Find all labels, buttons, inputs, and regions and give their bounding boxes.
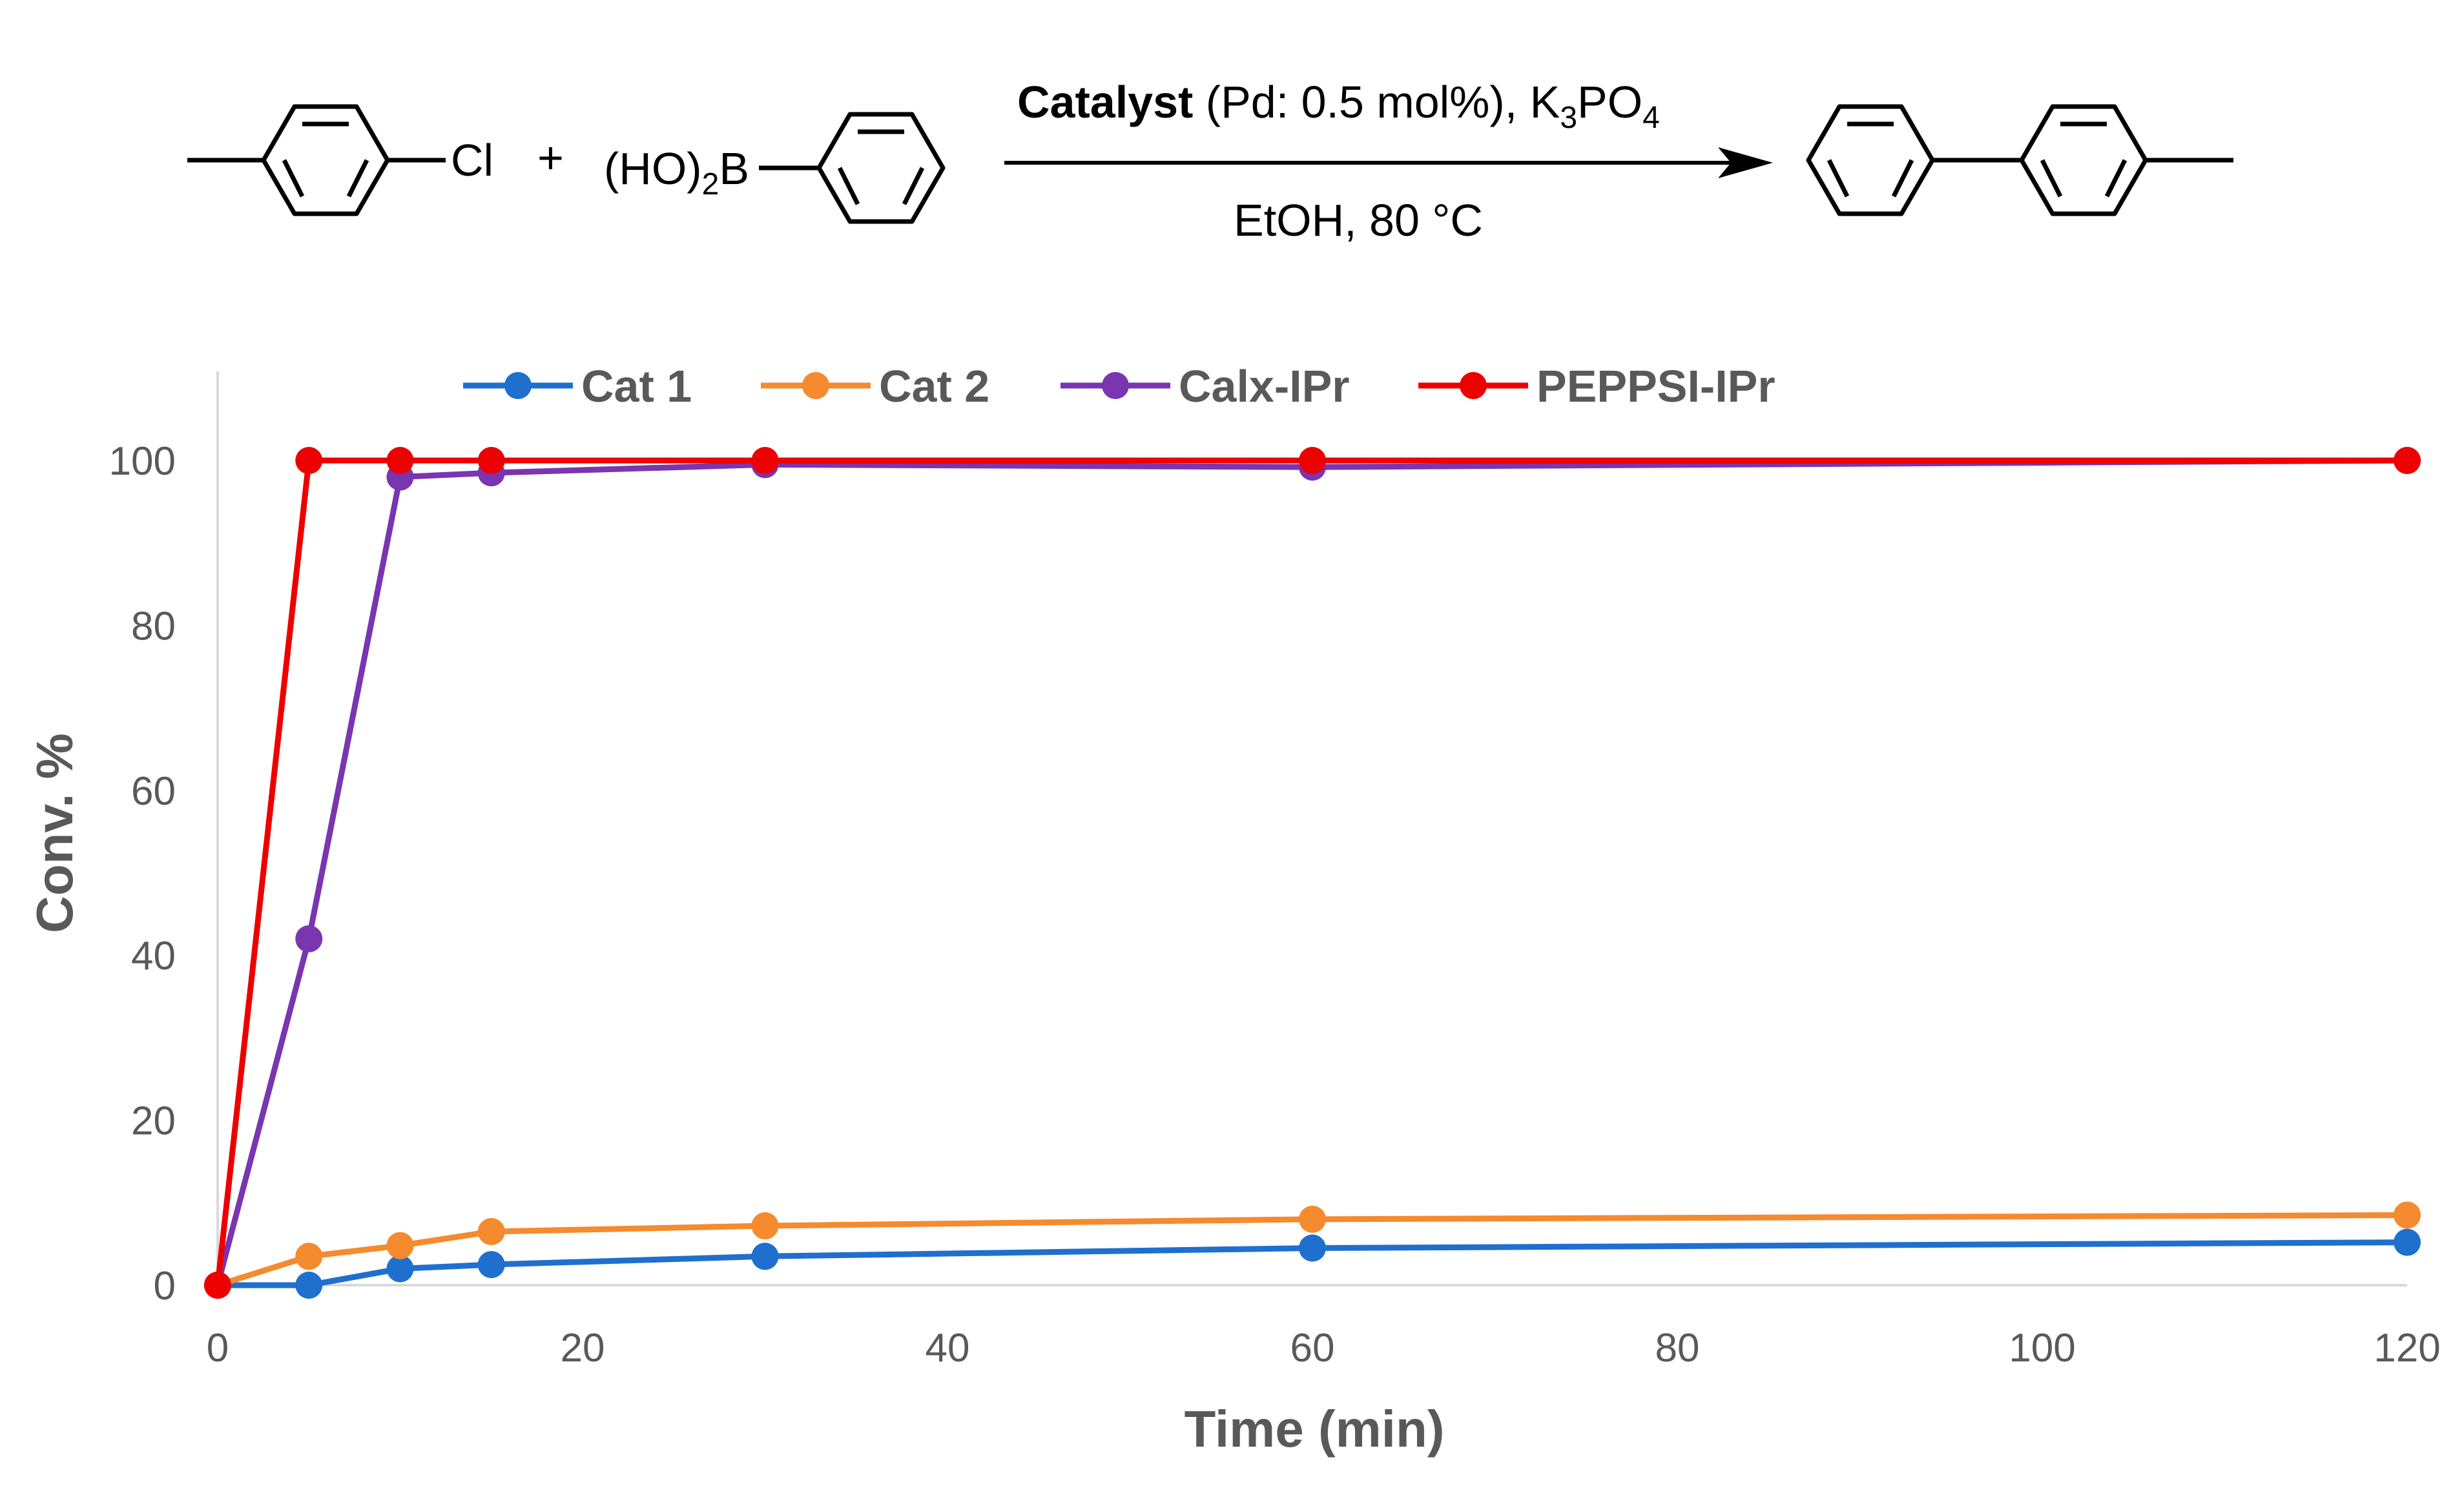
condition-text: Catalyst (Pd: 0.5 mol%), K3PO4 <box>1017 77 1660 135</box>
data-point <box>2394 1228 2421 1256</box>
data-point <box>386 1232 414 1259</box>
reaction-scheme: Cl + (HO)2B Catalyst (Pd: 0.5 mol%), K3P… <box>187 77 2233 245</box>
x-tick-label: 20 <box>561 1326 605 1370</box>
x-tick-label: 40 <box>926 1326 970 1370</box>
legend-marker <box>1460 372 1487 399</box>
data-point <box>295 1272 323 1299</box>
series-peppsi-ipr <box>204 447 2421 1299</box>
legend-item: PEPPSI-IPr <box>1418 361 1776 411</box>
product-biphenyl <box>1806 104 2233 216</box>
chart-series <box>204 447 2421 1299</box>
data-point <box>386 1255 414 1283</box>
data-point <box>204 1272 231 1299</box>
legend-item: Calx-IPr <box>1061 361 1350 411</box>
data-point <box>751 1212 779 1240</box>
legend-item: Cat 2 <box>761 361 989 411</box>
y-tick-label: 40 <box>131 934 176 978</box>
x-tick-label: 100 <box>2009 1326 2075 1370</box>
solvent-temperature: EtOH, 80 °C <box>1234 195 1483 245</box>
x-tick-label: 120 <box>2374 1326 2440 1370</box>
series-line <box>214 457 2408 1286</box>
chart-legend: Cat 1 Cat 2 Calx-IPr PEPPSI-IPr <box>463 361 1776 411</box>
plus-sign: + <box>537 132 564 183</box>
data-point <box>295 925 323 953</box>
legend-label: Calx-IPr <box>1179 361 1350 411</box>
data-point <box>2394 1201 2421 1229</box>
data-point <box>2394 447 2421 474</box>
boronic-acid-label: (HO)2B <box>604 143 749 201</box>
data-point <box>751 1243 779 1270</box>
reactant-phenyl-ring <box>759 112 946 224</box>
y-axis-title: Conv. % <box>26 733 83 933</box>
legend-label: Cat 1 <box>581 361 692 411</box>
data-point <box>1299 1234 1326 1262</box>
legend-label: Cat 2 <box>879 361 989 411</box>
series-calx-ipr <box>204 447 2421 1299</box>
x-tick-label: 80 <box>1655 1326 1700 1370</box>
data-point <box>295 447 323 474</box>
x-tick-label: 0 <box>207 1326 229 1370</box>
data-point <box>386 447 414 474</box>
reaction-arrow <box>1004 147 1773 178</box>
x-axis-title: Time (min) <box>1184 1400 1444 1458</box>
series-cat-1 <box>204 1228 2421 1299</box>
x-tick-label: 60 <box>1290 1326 1335 1370</box>
data-point <box>751 447 779 474</box>
series-line <box>214 457 2407 1286</box>
reactant-chlorotoluene <box>187 104 446 216</box>
y-tick-label: 0 <box>154 1264 176 1308</box>
data-point <box>477 1217 505 1245</box>
data-point <box>295 1243 323 1270</box>
legend-item: Cat 1 <box>463 361 692 411</box>
chlorine-label: Cl <box>451 135 493 185</box>
chart-axes: 0 20 40 60 80 100 0 20 40 60 80 100 120 <box>109 371 2441 1370</box>
y-tick-label: 20 <box>131 1099 176 1144</box>
y-tick-label: 100 <box>109 439 176 484</box>
data-point <box>1299 1205 1326 1233</box>
data-point <box>1299 447 1326 474</box>
y-tick-label: 60 <box>131 769 176 814</box>
data-point <box>477 447 505 474</box>
legend-marker <box>1102 372 1129 399</box>
data-point <box>477 1251 505 1279</box>
legend-label: PEPPSI-IPr <box>1537 361 1776 411</box>
legend-marker <box>802 372 829 399</box>
legend-marker <box>504 372 532 399</box>
y-tick-label: 80 <box>131 604 176 648</box>
